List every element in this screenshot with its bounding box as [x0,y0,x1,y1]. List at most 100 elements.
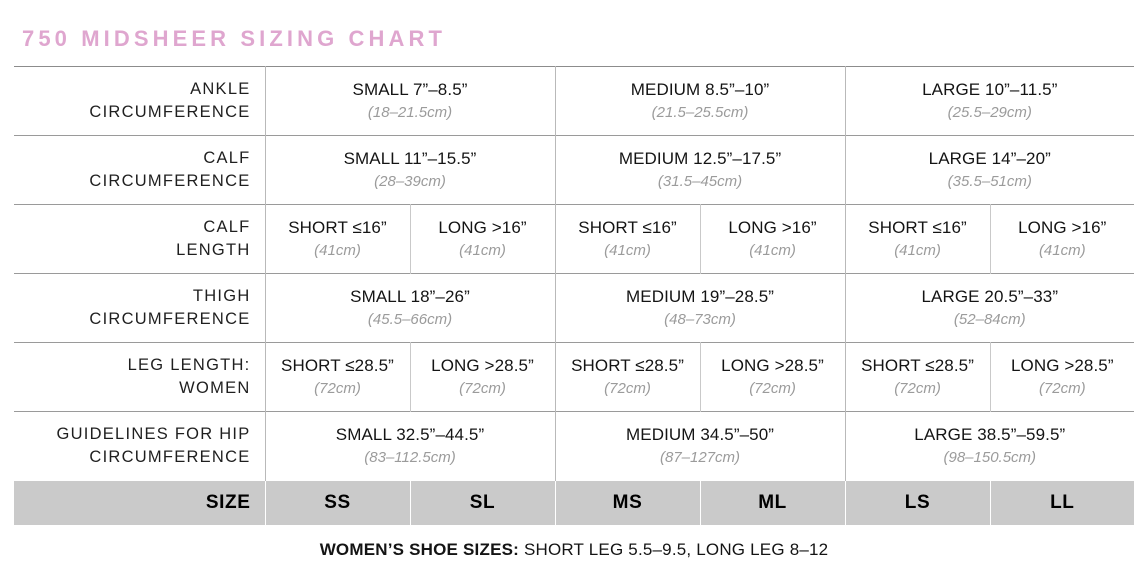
cell-main-value: MEDIUM 34.5”–50” [626,425,775,445]
table-row: CALF CIRCUMFERENCE SMALL 11”–15.5” (28–3… [14,135,1135,205]
row-label-calf-length: CALF LENGTH [14,204,266,274]
size-code-ms: MS [555,480,701,525]
size-row-label: SIZE [14,480,266,525]
cell-metric-value: (72cm) [459,380,506,398]
cell-main-value: SMALL 7”–8.5” [352,80,468,100]
cell-thigh-large: LARGE 20.5”–33” (52–84cm) [845,273,1135,343]
cell-main-value: LONG >28.5” [1010,356,1114,376]
cell-metric-value: (72cm) [894,380,941,398]
sizing-table-container: ANKLE CIRCUMFERENCE SMALL 7”–8.5” (18–21… [14,66,1135,525]
cell-main-value: SHORT ≤28.5” [281,356,394,376]
cell-main-value: SMALL 32.5”–44.5” [335,425,485,445]
cell-calf-length-ls: SHORT ≤16” (41cm) [845,204,991,274]
cell-leg-length-ms: SHORT ≤28.5” (72cm) [555,342,701,412]
cell-metric-value: (87–127cm) [660,449,741,467]
cell-thigh-small: SMALL 18”–26” (45.5–66cm) [265,273,556,343]
table-row: ANKLE CIRCUMFERENCE SMALL 7”–8.5” (18–21… [14,66,1135,136]
row-label-ankle-circumference: ANKLE CIRCUMFERENCE [14,66,266,136]
cell-metric-value: (72cm) [604,380,651,398]
size-code-row: SIZE SS SL MS ML LS LL [14,480,1135,525]
cell-main-value: SHORT ≤28.5” [571,356,684,376]
cell-leg-length-sl: LONG >28.5” (72cm) [410,342,556,412]
cell-metric-value: (72cm) [314,380,361,398]
row-label-line1: CALF [203,217,251,236]
cell-calf-length-sl: LONG >16” (41cm) [410,204,556,274]
cell-leg-length-ml: LONG >28.5” (72cm) [700,342,846,412]
cell-main-value: LONG >28.5” [721,356,824,376]
cell-hip-medium: MEDIUM 34.5”–50” (87–127cm) [555,411,846,481]
row-label-line1: CALF [203,148,251,167]
sizing-table: ANKLE CIRCUMFERENCE SMALL 7”–8.5” (18–21… [14,66,1135,525]
cell-main-value: SHORT ≤16” [868,218,967,238]
cell-main-value: LARGE 20.5”–33” [921,287,1059,307]
cell-metric-value: (31.5–45cm) [657,173,743,191]
size-code-ll: LL [990,480,1135,525]
cell-thigh-medium: MEDIUM 19”–28.5” (48–73cm) [555,273,846,343]
cell-main-value: SHORT ≤16” [288,218,387,238]
row-label-thigh-circumference: THIGH CIRCUMFERENCE [14,273,266,343]
cell-main-value: LARGE 10”–11.5” [922,80,1058,100]
cell-metric-value: (41cm) [1038,242,1086,260]
cell-calf-length-ss: SHORT ≤16” (41cm) [265,204,411,274]
size-code-ss: SS [265,480,411,525]
cell-main-value: SMALL 11”–15.5” [343,149,477,169]
cell-calf-circ-medium: MEDIUM 12.5”–17.5” (31.5–45cm) [555,135,846,205]
cell-main-value: LARGE 38.5”–59.5” [914,425,1066,445]
cell-metric-value: (35.5–51cm) [947,173,1032,191]
footer-value: SHORT LEG 5.5–9.5, LONG LEG 8–12 [519,540,829,559]
cell-main-value: LONG >28.5” [431,356,534,376]
cell-metric-value: (18–21.5cm) [367,104,453,122]
cell-ankle-medium: MEDIUM 8.5”–10” (21.5–25.5cm) [555,66,846,136]
cell-metric-value: (41cm) [604,242,651,260]
table-row: CALF LENGTH SHORT ≤16” (41cm) LONG >16” … [14,204,1135,274]
row-label-leg-length-women: LEG LENGTH: WOMEN [14,342,266,412]
cell-main-value: MEDIUM 12.5”–17.5” [618,149,782,169]
table-row: LEG LENGTH: WOMEN SHORT ≤28.5” (72cm) LO… [14,342,1135,412]
cell-metric-value: (25.5–29cm) [947,104,1032,122]
cell-leg-length-ls: SHORT ≤28.5” (72cm) [845,342,991,412]
cell-main-value: SHORT ≤16” [578,218,677,238]
size-code-ls: LS [845,480,991,525]
cell-leg-length-ss: SHORT ≤28.5” (72cm) [265,342,411,412]
cell-main-value: LONG >16” [1018,218,1107,238]
cell-calf-length-ml: LONG >16” (41cm) [700,204,846,274]
cell-main-value: MEDIUM 8.5”–10” [630,80,770,100]
row-label-calf-circumference: CALF CIRCUMFERENCE [14,135,266,205]
size-code-ml: ML [700,480,846,525]
cell-ankle-large: LARGE 10”–11.5” (25.5–29cm) [845,66,1135,136]
cell-calf-length-ms: SHORT ≤16” (41cm) [555,204,701,274]
cell-metric-value: (28–39cm) [374,173,446,191]
cell-metric-value: (83–112.5cm) [364,449,456,467]
cell-hip-small: SMALL 32.5”–44.5” (83–112.5cm) [265,411,556,481]
cell-metric-value: (41cm) [459,242,506,260]
row-label-line1: THIGH [192,286,251,305]
cell-metric-value: (41cm) [894,242,941,260]
row-label-line2: CIRCUMFERENCE [89,448,251,466]
row-label-line1: ANKLE [190,79,251,98]
cell-metric-value: (21.5–25.5cm) [651,104,749,122]
cell-metric-value: (45.5–66cm) [367,311,453,329]
cell-metric-value: (98–150.5cm) [943,449,1037,467]
cell-main-value: LONG >16” [728,218,817,238]
cell-metric-value: (72cm) [1038,380,1086,398]
row-label-line2: CIRCUMFERENCE [89,310,251,328]
cell-metric-value: (41cm) [749,242,796,260]
cell-hip-large: LARGE 38.5”–59.5” (98–150.5cm) [845,411,1135,481]
cell-calf-length-ll: LONG >16” (41cm) [990,204,1135,274]
footer-shoe-sizes: WOMEN’S SHOE SIZES: SHORT LEG 5.5–9.5, L… [0,540,1148,560]
row-label-line2: WOMEN [179,379,251,397]
cell-main-value: MEDIUM 19”–28.5” [626,287,775,307]
cell-metric-value: (52–84cm) [953,311,1026,329]
cell-metric-value: (72cm) [749,380,796,398]
row-label-line2: CIRCUMFERENCE [89,103,251,121]
table-row: THIGH CIRCUMFERENCE SMALL 18”–26” (45.5–… [14,273,1135,343]
cell-main-value: LONG >16” [438,218,527,238]
footer-label: WOMEN’S SHOE SIZES: [319,540,520,559]
table-row: GUIDELINES FOR HIP CIRCUMFERENCE SMALL 3… [14,411,1135,481]
cell-main-value: SHORT ≤28.5” [861,356,974,376]
row-label-line2: CIRCUMFERENCE [89,172,251,190]
cell-ankle-small: SMALL 7”–8.5” (18–21.5cm) [265,66,556,136]
cell-metric-value: (48–73cm) [664,311,736,329]
row-label-line2: LENGTH [176,241,251,259]
